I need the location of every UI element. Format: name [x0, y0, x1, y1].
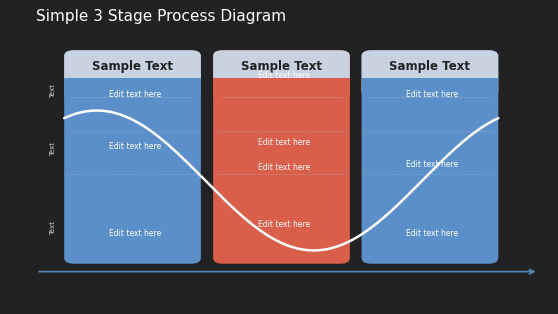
- Bar: [213, 78, 350, 97]
- FancyBboxPatch shape: [213, 50, 350, 264]
- Text: Edit text here: Edit text here: [109, 142, 161, 150]
- Text: Edit text here: Edit text here: [258, 71, 310, 80]
- Text: Edit text here: Edit text here: [258, 220, 310, 229]
- Text: Edit text here: Edit text here: [109, 230, 161, 238]
- Bar: [64, 78, 201, 97]
- Text: Sample Text: Sample Text: [389, 60, 470, 73]
- Text: Edit text here: Edit text here: [406, 160, 459, 169]
- Text: Edit text here: Edit text here: [258, 138, 310, 147]
- Text: Sample Text: Sample Text: [92, 60, 173, 73]
- Text: Sample Text: Sample Text: [241, 60, 322, 73]
- Bar: [362, 78, 498, 97]
- FancyBboxPatch shape: [64, 50, 201, 97]
- FancyBboxPatch shape: [213, 50, 350, 97]
- Text: Edit text here: Edit text here: [109, 90, 161, 99]
- Text: Text: Text: [50, 142, 56, 156]
- Text: Edit text here: Edit text here: [258, 164, 310, 172]
- Text: Text: Text: [50, 221, 56, 235]
- FancyBboxPatch shape: [362, 50, 498, 264]
- FancyBboxPatch shape: [362, 50, 498, 97]
- Text: Simple 3 Stage Process Diagram: Simple 3 Stage Process Diagram: [36, 9, 286, 24]
- FancyBboxPatch shape: [64, 50, 201, 264]
- Text: Edit text here: Edit text here: [406, 230, 459, 238]
- Text: Text: Text: [50, 84, 56, 98]
- Text: Edit text here: Edit text here: [406, 90, 459, 99]
